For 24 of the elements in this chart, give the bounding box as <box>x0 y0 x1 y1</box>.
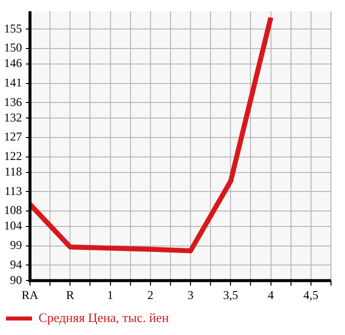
y-tick-label: 155 <box>4 21 22 36</box>
y-tick-label: 141 <box>4 75 22 90</box>
y-tick-label: 108 <box>4 203 22 218</box>
y-tick-label: 132 <box>4 110 22 124</box>
y-tick-label: 99 <box>10 238 22 252</box>
x-tick-label: R <box>66 288 74 302</box>
x-tick-label: 1 <box>107 288 114 302</box>
x-tick-label: 3,5 <box>223 288 238 302</box>
x-tick-label: 3 <box>188 288 194 302</box>
y-tick-label: 118 <box>4 164 22 178</box>
y-tick-label: 90 <box>10 272 22 287</box>
legend-label: Средняя Цена, тыс. йен <box>38 310 169 325</box>
y-tick-label: 136 <box>4 94 22 109</box>
y-tick-label: 104 <box>4 218 22 233</box>
x-tick-label: 4,5 <box>303 288 318 302</box>
x-tick-label: 2 <box>147 288 154 302</box>
x-tick-label: 4 <box>268 288 274 302</box>
y-tick-label: 122 <box>4 148 22 163</box>
y-tick-label: 113 <box>4 184 22 198</box>
y-tick-label: 146 <box>4 56 22 70</box>
x-tick-label: RA <box>22 288 39 302</box>
y-tick-label: 150 <box>4 40 22 55</box>
y-tick-label: 127 <box>4 130 22 144</box>
y-tick-label: 94 <box>10 257 22 272</box>
